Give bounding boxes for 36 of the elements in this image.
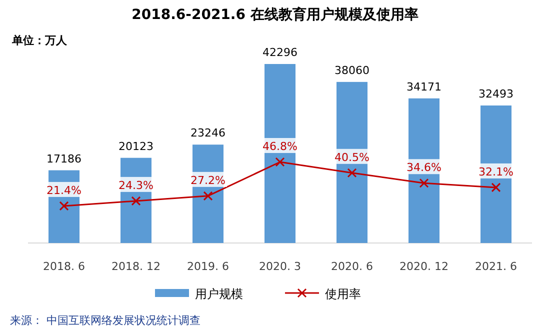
data-label: 32493 bbox=[478, 87, 514, 100]
point bbox=[131, 196, 141, 206]
data-label: 38060 bbox=[334, 64, 370, 77]
chart-title: 2018.6-2021.6 在线教育用户规模及使用率 bbox=[132, 6, 418, 23]
x-tick-label: 2020. 6 bbox=[331, 260, 373, 273]
x-tick-label: 2020. 3 bbox=[259, 260, 301, 273]
data-label: 40.5% bbox=[334, 150, 370, 164]
legend-label: 使用率 bbox=[325, 287, 361, 301]
data-label: 42296 bbox=[262, 46, 298, 59]
data-label: 23246 bbox=[190, 126, 226, 140]
bar bbox=[480, 105, 512, 243]
data-label: 32.1% bbox=[478, 165, 514, 178]
data-label: 24.3% bbox=[118, 178, 154, 192]
x-tick-label: 2018. 6 bbox=[43, 260, 85, 273]
x-tick-label: 2020. 12 bbox=[400, 260, 448, 273]
source-note: 来源： 中国互联网络发展状况统计调查 bbox=[10, 314, 200, 327]
bar bbox=[336, 82, 368, 243]
legend-label: 用户规模 bbox=[195, 287, 243, 301]
point bbox=[419, 178, 429, 188]
data-label: 27.2% bbox=[190, 174, 226, 187]
data-label: 46.8% bbox=[262, 140, 298, 153]
data-label: 21.4% bbox=[46, 184, 82, 197]
data-label: 17186 bbox=[46, 152, 82, 166]
x-tick-label: 2021. 6 bbox=[475, 260, 517, 273]
data-label: 34171 bbox=[406, 80, 442, 94]
point bbox=[59, 201, 69, 211]
chart-subtitle: 单位：万人 bbox=[11, 34, 68, 47]
x-tick-label: 2019. 6 bbox=[187, 260, 229, 273]
bar bbox=[264, 64, 296, 243]
data-label: 34.6% bbox=[406, 161, 442, 174]
x-tick-label: 2018. 12 bbox=[112, 260, 160, 273]
data-label: 20123 bbox=[118, 140, 154, 153]
point bbox=[275, 157, 285, 167]
point bbox=[347, 168, 357, 178]
point bbox=[491, 182, 501, 192]
point bbox=[203, 191, 213, 201]
